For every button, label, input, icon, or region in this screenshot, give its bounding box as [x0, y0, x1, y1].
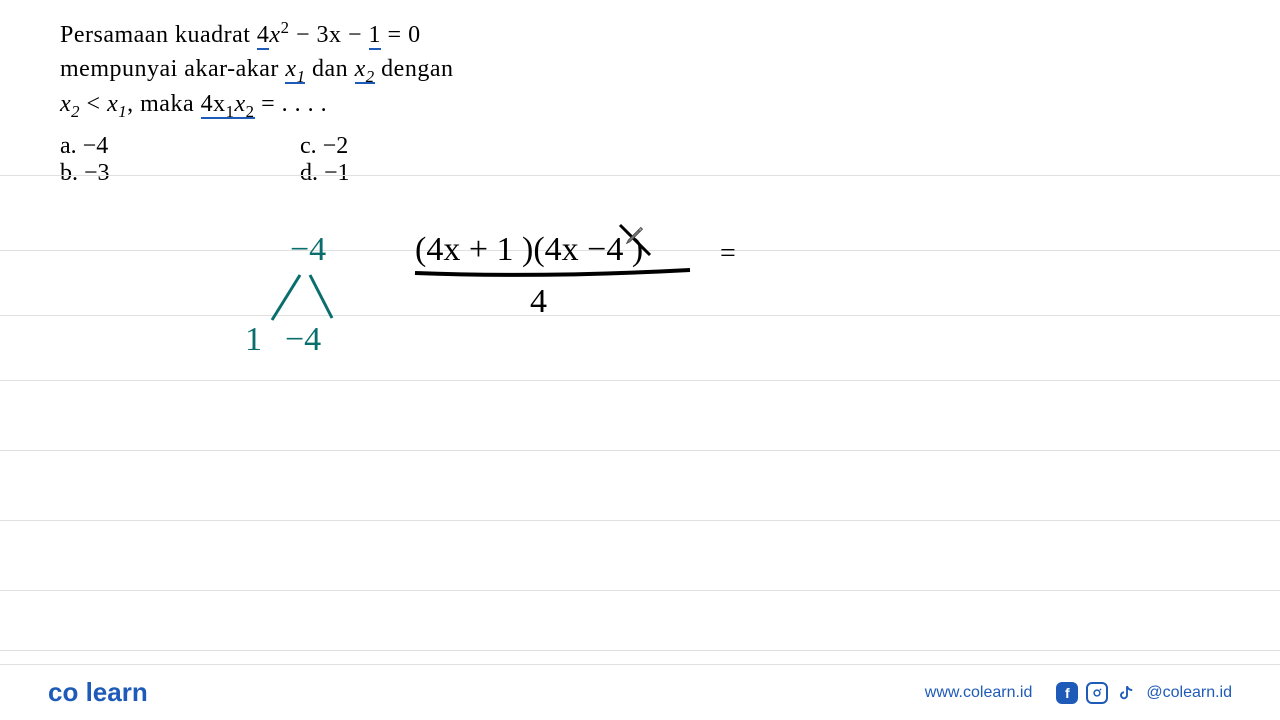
- ruled-line: [0, 450, 1280, 451]
- ruled-line: [0, 250, 1280, 251]
- option-a: a. −4: [60, 133, 180, 160]
- logo: co learn: [48, 677, 148, 708]
- social-handle: @colearn.id: [1146, 684, 1232, 702]
- facebook-icon: f: [1056, 682, 1078, 704]
- problem-text: Persamaan kuadrat 4x2 − 3x − 1 = 0 mempu…: [0, 0, 1280, 133]
- text: mempunyai akar-akar: [60, 56, 285, 82]
- problem-line-3: x2 < x1, maka 4x1x2 = . . . .: [60, 88, 1220, 123]
- coeff-c: 1: [369, 22, 382, 50]
- ruled-line: [0, 650, 1280, 651]
- social-icons: f @colearn.id: [1056, 682, 1232, 704]
- ruled-line: [0, 380, 1280, 381]
- ruled-line: [0, 590, 1280, 591]
- text: dengan: [375, 56, 454, 82]
- footer: co learn www.colearn.id f @colearn.id: [0, 664, 1280, 720]
- var-x1: x1: [107, 91, 127, 117]
- work-area: [0, 175, 1280, 660]
- footer-url: www.colearn.id: [925, 684, 1033, 702]
- ruled-line: [0, 520, 1280, 521]
- text: dan: [305, 56, 354, 82]
- var-x2: x2: [60, 91, 80, 117]
- logo-co: co: [48, 677, 78, 707]
- problem-line-1: Persamaan kuadrat 4x2 − 3x − 1 = 0: [60, 16, 1220, 53]
- footer-right: www.colearn.id f @colearn.id: [925, 682, 1232, 704]
- coeff-a: 4: [257, 22, 270, 50]
- text: = . . . .: [255, 91, 328, 117]
- var-x1: x1: [285, 56, 305, 84]
- ruled-line: [0, 315, 1280, 316]
- text: , maka: [127, 91, 200, 117]
- var-x2: x2: [355, 56, 375, 84]
- instagram-icon: [1086, 682, 1108, 704]
- option-c: c. −2: [300, 133, 420, 160]
- text: − 3x −: [289, 22, 368, 48]
- text: = 0: [381, 22, 421, 48]
- pen-cursor-icon: [625, 225, 645, 245]
- var-x: x: [269, 22, 280, 48]
- problem-line-2: mempunyai akar-akar x1 dan x2 dengan: [60, 53, 1220, 88]
- ruled-line: [0, 175, 1280, 176]
- logo-learn: learn: [86, 677, 148, 707]
- tiktok-icon: [1116, 682, 1138, 704]
- expression: 4x1x2: [201, 91, 255, 119]
- options-row-1: a. −4 c. −2: [60, 133, 1220, 160]
- text: <: [80, 91, 107, 117]
- text: Persamaan kuadrat: [60, 22, 257, 48]
